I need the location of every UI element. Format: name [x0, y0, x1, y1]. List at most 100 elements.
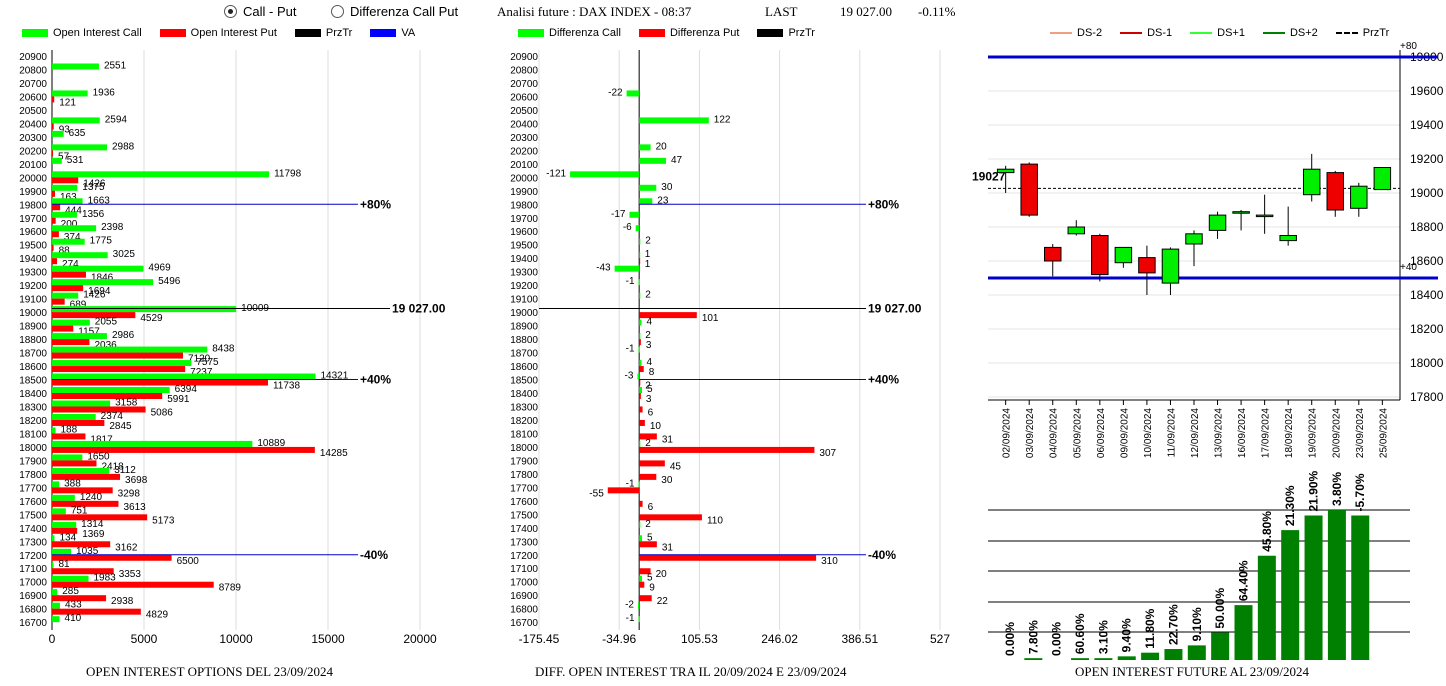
call-value-label: 2594	[105, 114, 128, 125]
strike-label: 17600	[19, 497, 47, 508]
strike-label: 16700	[19, 618, 47, 629]
radio-selected-icon[interactable]	[224, 5, 237, 18]
radio-call-put[interactable]: Call - Put	[224, 4, 296, 19]
strike-label: 20800	[19, 65, 47, 76]
candle-up	[1067, 226, 1086, 235]
put-value-label: 1426	[83, 178, 106, 189]
date-label: 18/09/2024	[1284, 408, 1295, 458]
call-value-label: 4969	[148, 263, 171, 274]
call-value-label: 3158	[115, 397, 138, 408]
strike-label: 17500	[510, 510, 538, 521]
legend-label: PrzTr	[325, 27, 353, 39]
legend-label: Differenza Put	[669, 27, 740, 39]
strike-label: 20100	[19, 160, 47, 171]
strike-label: 19500	[19, 241, 47, 252]
diff-put-bar	[639, 419, 645, 426]
call-value-label: 5496	[158, 276, 181, 287]
future-oi-bar	[1071, 658, 1090, 660]
call-bar	[52, 63, 99, 70]
date-label: 10/09/2024	[1143, 408, 1154, 458]
y-tick-label: 19000	[1410, 186, 1444, 200]
diff-call-bar	[638, 346, 640, 353]
call-value-label: 2055	[95, 317, 118, 328]
put-value-label: 93	[59, 124, 71, 135]
radio-differenza-label: Differenza Call Put	[350, 4, 459, 19]
put-bar	[52, 123, 54, 130]
strike-label: 19900	[19, 187, 47, 198]
legend-swatch	[757, 29, 784, 37]
call-bar	[52, 184, 78, 191]
strike-label: 19700	[19, 214, 47, 225]
call-bar	[52, 346, 208, 353]
future-oi-value-label: 11.80%	[1143, 608, 1157, 648]
diff-call-bar	[639, 360, 642, 367]
candle-down	[1138, 257, 1156, 274]
legend-item-put: Open Interest Put	[159, 27, 277, 39]
legend-label: DS-1	[1147, 27, 1173, 39]
call-bar	[52, 494, 75, 501]
strike-label: 19600	[19, 227, 47, 238]
date-label: 25/09/2024	[1378, 408, 1389, 458]
legend-item-ds-2: DS-2	[1050, 27, 1102, 39]
diff-put-value-label: 31	[662, 542, 674, 553]
strike-label: 19800	[19, 200, 47, 211]
call-bar	[52, 130, 64, 137]
strike-label: 19200	[510, 281, 538, 292]
legend-label: VA	[401, 27, 416, 39]
diff-call-value-label: 2	[645, 290, 651, 301]
strike-label: 19300	[510, 268, 538, 279]
last-value: 19 027.00	[840, 4, 892, 19]
diff-put-bar	[639, 514, 702, 521]
diff-put-bar	[639, 366, 644, 373]
put-bar	[52, 500, 119, 507]
radio-unselected-icon[interactable]	[331, 5, 344, 18]
future-oi-bar	[1234, 605, 1253, 660]
diff-call-value-label: 23	[657, 195, 669, 206]
diff-call-bar	[639, 521, 641, 528]
legend-left: Open Interest Call Open Interest Put Prz…	[22, 27, 433, 39]
future-oi-value-label: 9.10%	[1190, 607, 1204, 641]
call-bar	[52, 157, 62, 164]
put-value-label: 3353	[119, 569, 142, 580]
diff-put-bar	[639, 500, 643, 507]
diff-put-bar	[639, 554, 817, 561]
put-bar	[52, 419, 105, 426]
strike-label: 20600	[19, 92, 47, 103]
strike-label: 18800	[510, 335, 538, 346]
future-oi-value-label: 21.90%	[1307, 470, 1321, 511]
call-value-label: 1035	[76, 546, 99, 557]
call-bar	[52, 238, 85, 245]
call-bar	[52, 481, 60, 488]
strike-label: 19300	[19, 268, 47, 279]
put-value-label: 200	[61, 219, 78, 230]
diff-call-value-label: 1	[645, 249, 651, 260]
strike-label: 17400	[19, 524, 47, 535]
date-label: 06/09/2024	[1096, 408, 1107, 458]
call-value-label: 134	[59, 532, 76, 543]
put-value-label: 689	[70, 300, 87, 311]
future-oi-bar	[1211, 632, 1230, 660]
diff-put-value-label: 20	[656, 569, 668, 580]
x-tick-label: 10000	[219, 632, 253, 646]
radio-differenza[interactable]: Differenza Call Put	[331, 4, 458, 19]
candle-up	[1279, 235, 1297, 242]
candle-up	[1208, 214, 1227, 231]
future-oi-bar	[1257, 555, 1276, 660]
call-value-label: 433	[65, 600, 82, 611]
x-tick-label: 246.02	[761, 632, 798, 646]
put-bar	[52, 608, 141, 615]
strike-label: 19400	[510, 254, 538, 265]
strike-label: 19400	[19, 254, 47, 265]
future-oi-bar	[1351, 515, 1370, 660]
diff-call-bar	[638, 279, 640, 286]
strike-label: 20900	[510, 52, 538, 63]
call-bar	[52, 360, 192, 367]
diff-put-value-label: 30	[661, 475, 673, 486]
call-value-label: 10889	[257, 438, 285, 449]
call-value-label: 3025	[113, 249, 136, 260]
strike-label: 17300	[510, 537, 538, 548]
diff-call-bar	[639, 387, 643, 393]
call-bar	[52, 306, 237, 313]
diff-call-value-label: 20	[656, 141, 668, 152]
call-bar	[52, 413, 96, 420]
